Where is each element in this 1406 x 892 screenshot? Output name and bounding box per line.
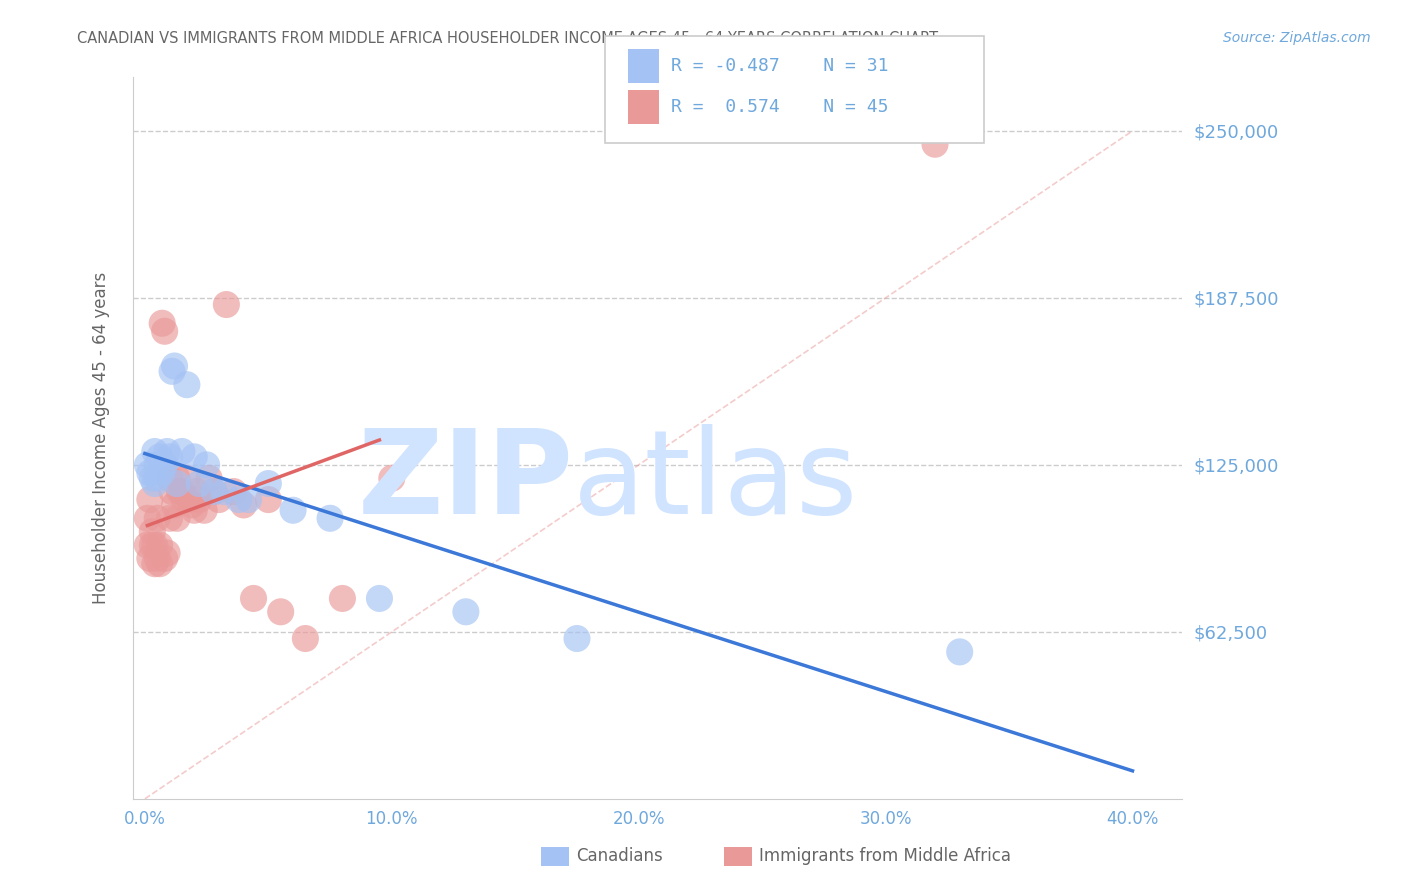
Text: Canadians: Canadians	[576, 847, 664, 865]
Point	[163, 498, 186, 512]
Point	[222, 484, 245, 499]
Point	[232, 498, 254, 512]
Point	[202, 484, 225, 499]
Point	[146, 511, 169, 525]
Text: R = -0.487    N = 31: R = -0.487 N = 31	[671, 57, 889, 75]
Point	[208, 492, 231, 507]
Point	[143, 538, 166, 552]
Point	[179, 492, 201, 507]
Point	[160, 484, 183, 499]
Point	[949, 645, 972, 659]
Point	[160, 364, 183, 378]
Point	[257, 476, 280, 491]
Point	[156, 444, 179, 458]
Point	[188, 492, 211, 507]
Point	[198, 471, 221, 485]
Point	[195, 458, 218, 472]
Point	[139, 492, 162, 507]
Point	[319, 511, 342, 525]
Point	[156, 546, 179, 560]
Point	[294, 632, 316, 646]
Point	[257, 492, 280, 507]
Text: Source: ZipAtlas.com: Source: ZipAtlas.com	[1223, 31, 1371, 45]
Point	[238, 492, 260, 507]
Point	[169, 484, 191, 499]
Point	[180, 498, 202, 512]
Point	[281, 503, 304, 517]
Point	[146, 458, 169, 472]
Point	[242, 591, 264, 606]
Point	[149, 538, 172, 552]
Y-axis label: Householder Income Ages 45 - 64 years: Householder Income Ages 45 - 64 years	[93, 272, 110, 604]
Text: R =  0.574    N = 45: R = 0.574 N = 45	[671, 98, 889, 116]
Point	[270, 605, 292, 619]
Point	[136, 458, 159, 472]
Point	[136, 511, 159, 525]
Text: atlas: atlas	[574, 424, 859, 539]
Point	[159, 471, 181, 485]
Point	[153, 551, 176, 566]
Point	[565, 632, 588, 646]
Point	[143, 557, 166, 571]
Point	[215, 297, 238, 311]
Point	[332, 591, 354, 606]
Point	[139, 466, 162, 480]
Point	[150, 316, 173, 330]
Point	[170, 444, 193, 458]
Point	[153, 458, 176, 472]
Point	[166, 471, 188, 485]
Point	[141, 471, 163, 485]
Point	[139, 551, 162, 566]
Point	[143, 444, 166, 458]
Point	[141, 538, 163, 552]
Point	[193, 503, 215, 517]
Point	[170, 484, 193, 499]
Point	[176, 471, 198, 485]
Point	[159, 511, 181, 525]
Point	[183, 450, 205, 464]
Point	[141, 524, 163, 539]
Point	[228, 492, 250, 507]
Point	[188, 476, 211, 491]
Point	[166, 511, 188, 525]
Point	[924, 137, 946, 152]
Point	[150, 466, 173, 480]
Point	[136, 538, 159, 552]
Point	[159, 450, 181, 464]
Text: ZIP: ZIP	[357, 424, 574, 539]
Point	[186, 484, 208, 499]
Point	[212, 484, 235, 499]
Text: CANADIAN VS IMMIGRANTS FROM MIDDLE AFRICA HOUSEHOLDER INCOME AGES 45 - 64 YEARS : CANADIAN VS IMMIGRANTS FROM MIDDLE AFRIC…	[77, 31, 938, 46]
Point	[143, 476, 166, 491]
Text: Immigrants from Middle Africa: Immigrants from Middle Africa	[759, 847, 1011, 865]
Point	[173, 492, 195, 507]
Point	[146, 551, 169, 566]
Point	[153, 324, 176, 338]
Point	[163, 359, 186, 373]
Point	[166, 476, 188, 491]
Point	[202, 484, 225, 499]
Point	[146, 471, 169, 485]
Point	[149, 557, 172, 571]
Point	[368, 591, 391, 606]
Point	[183, 503, 205, 517]
Point	[176, 377, 198, 392]
Point	[149, 450, 172, 464]
Point	[454, 605, 477, 619]
Point	[381, 471, 404, 485]
